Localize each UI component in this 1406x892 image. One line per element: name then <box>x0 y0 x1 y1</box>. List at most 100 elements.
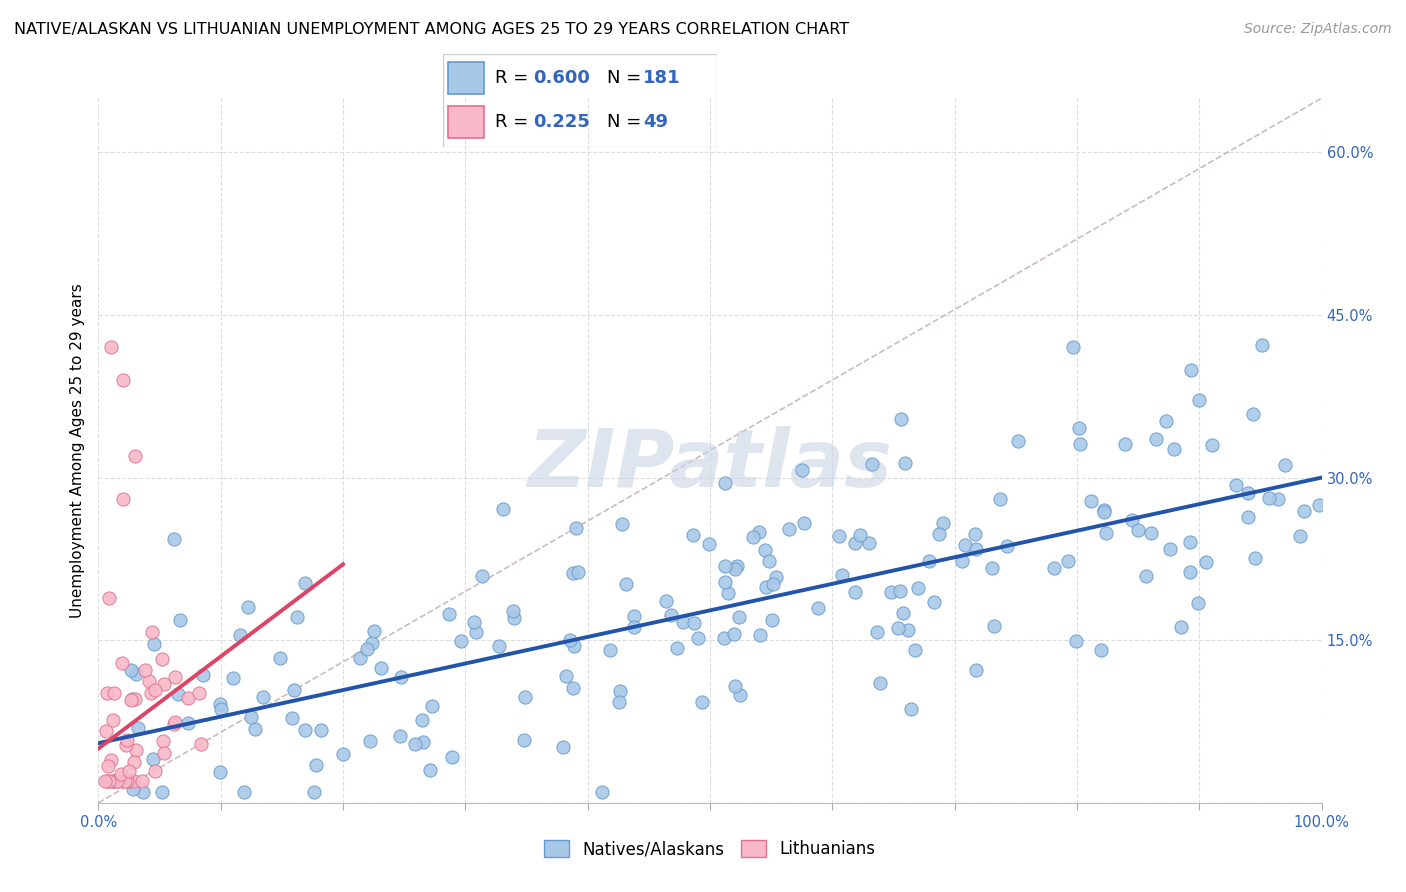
Point <box>503 611 526 625</box>
Text: 181: 181 <box>643 69 681 87</box>
Point <box>904 642 927 657</box>
Point <box>111 492 134 507</box>
Point <box>1095 525 1118 540</box>
Point <box>105 774 128 789</box>
Point <box>356 641 378 656</box>
Point <box>1274 458 1296 472</box>
Point <box>690 696 713 710</box>
Point <box>1126 523 1149 537</box>
Point <box>1258 491 1281 505</box>
Point <box>860 457 883 471</box>
Text: R =: R = <box>495 113 534 131</box>
Point <box>891 606 914 620</box>
Point <box>932 516 955 530</box>
Point <box>1092 503 1115 517</box>
Point <box>728 689 751 703</box>
Point <box>107 774 129 789</box>
Point <box>980 560 1002 574</box>
Point <box>754 543 776 558</box>
Point <box>560 633 582 648</box>
Point <box>305 757 328 772</box>
Point <box>360 636 382 650</box>
Point <box>190 737 212 751</box>
Point <box>1292 503 1315 517</box>
Point <box>388 729 411 743</box>
Point <box>610 516 633 531</box>
Point <box>778 522 800 536</box>
Point <box>682 527 704 541</box>
Point <box>283 682 305 697</box>
Point <box>513 690 536 704</box>
Point <box>177 715 200 730</box>
Point <box>564 521 586 535</box>
Point <box>880 585 903 599</box>
Point <box>897 623 920 637</box>
Point <box>437 607 460 621</box>
Point <box>953 538 976 552</box>
Point <box>1225 477 1247 491</box>
Point <box>1069 437 1091 451</box>
Point <box>844 584 866 599</box>
Text: 49: 49 <box>643 113 668 131</box>
Point <box>222 671 245 685</box>
Point <box>748 628 770 642</box>
Point <box>143 637 166 651</box>
Point <box>124 449 146 463</box>
Point <box>1289 528 1312 542</box>
Point <box>103 774 125 789</box>
Point <box>900 702 922 716</box>
Text: R =: R = <box>495 69 534 87</box>
Point <box>714 558 737 573</box>
Point <box>1237 510 1260 524</box>
Point <box>302 785 325 799</box>
Point <box>1188 392 1211 407</box>
Point <box>127 721 149 735</box>
Point <box>551 739 574 754</box>
Point <box>124 666 146 681</box>
Point <box>121 692 143 706</box>
FancyBboxPatch shape <box>449 106 484 138</box>
Point <box>1090 643 1112 657</box>
Point <box>1092 504 1115 518</box>
Point <box>1308 498 1330 512</box>
Point <box>1159 542 1181 557</box>
Text: N =: N = <box>607 113 647 131</box>
Point <box>167 687 190 701</box>
FancyBboxPatch shape <box>449 62 484 94</box>
Point <box>686 632 709 646</box>
Point <box>236 600 259 615</box>
Point <box>404 738 426 752</box>
Point <box>122 774 145 789</box>
Point <box>163 714 186 729</box>
Text: N =: N = <box>607 69 647 87</box>
Point <box>890 411 912 425</box>
Point <box>655 594 678 608</box>
Point <box>440 750 463 764</box>
Point <box>682 615 704 630</box>
Point <box>411 714 433 728</box>
Point <box>562 640 585 654</box>
Point <box>294 723 316 738</box>
Point <box>165 669 187 683</box>
Point <box>765 570 787 584</box>
Point <box>1140 526 1163 541</box>
Point <box>889 584 911 599</box>
Point <box>143 764 166 779</box>
Point <box>502 604 524 618</box>
Point <box>988 492 1011 507</box>
Point <box>125 743 148 757</box>
Point <box>748 525 770 540</box>
Point <box>1241 407 1264 421</box>
Point <box>1121 513 1143 527</box>
Point <box>567 565 589 579</box>
Point <box>420 699 443 714</box>
Point <box>240 710 263 724</box>
Point <box>110 767 132 781</box>
Point <box>758 554 780 568</box>
Point <box>150 785 173 799</box>
Point <box>1144 432 1167 446</box>
Point <box>233 785 256 799</box>
Text: 0.600: 0.600 <box>533 69 591 87</box>
Text: ZIPatlas: ZIPatlas <box>527 425 893 504</box>
Point <box>177 690 200 705</box>
